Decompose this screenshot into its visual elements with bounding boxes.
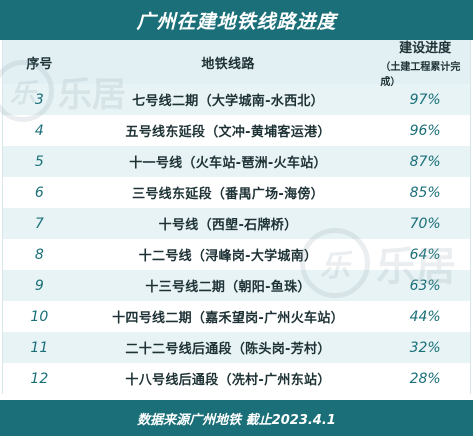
row-line: 十四号线二期（嘉禾望岗-广州火车站） xyxy=(112,311,344,326)
progress-table: 序号 地铁线路 建设进度 （土建工程累计完成） 3 七号线二期（大学城南-水西北… xyxy=(2,40,471,394)
row-line: 十二号线（浔峰岗-大学城南） xyxy=(138,249,318,264)
table-row: 3 七号线二期（大学城南-水西北） 97% xyxy=(3,84,470,115)
row-line: 十三号线二期（朝阳-鱼珠） xyxy=(145,280,311,295)
row-progress: 44% xyxy=(409,308,441,325)
row-progress: 28% xyxy=(409,370,441,387)
row-line: 十号线（西塱-石牌桥） xyxy=(158,218,298,233)
table-header: 序号 地铁线路 建设进度 （土建工程累计完成） xyxy=(3,40,470,88)
row-no: 11 xyxy=(30,339,49,356)
row-progress: 70% xyxy=(409,215,441,232)
row-no: 5 xyxy=(34,153,44,170)
header-progress: 建设进度 （土建工程累计完成） xyxy=(380,40,470,88)
row-no: 10 xyxy=(30,308,49,325)
page-title: 广州在建地铁线路进度 xyxy=(0,0,473,40)
table-row: 9 十三号线二期（朝阳-鱼珠） 63% xyxy=(3,270,470,301)
row-progress: 63% xyxy=(409,277,441,294)
header-progress-label: 建设进度 xyxy=(399,40,452,56)
table-row: 5 十一号线（火车站-琶洲-火车站） 87% xyxy=(3,146,470,177)
row-progress: 32% xyxy=(409,339,441,356)
row-no: 12 xyxy=(30,370,49,387)
header-no: 序号 xyxy=(26,56,53,72)
row-no: 7 xyxy=(34,215,44,232)
header-progress-note: （土建工程累计完成） xyxy=(380,61,461,88)
table-row: 7 十号线（西塱-石牌桥） 70% xyxy=(3,208,470,239)
row-line: 七号线二期（大学城南-水西北） xyxy=(132,94,324,109)
row-progress: 85% xyxy=(409,184,441,201)
row-no: 8 xyxy=(34,246,44,263)
row-progress: 96% xyxy=(409,122,441,139)
table-row: 12 十八号线后通段（冼村-广州东站） 28% xyxy=(3,363,470,394)
row-no: 6 xyxy=(34,184,44,201)
row-line: 五号线东延段（文冲-黄埔客运港） xyxy=(125,125,331,140)
table-row: 6 三号线东延段（番禺广场-海傍） 85% xyxy=(3,177,470,208)
table-row: 11 二十二号线后通段（陈头岗-芳村） 32% xyxy=(3,332,470,363)
row-no: 3 xyxy=(34,91,44,108)
row-no: 4 xyxy=(34,122,44,139)
row-line: 十一号线（火车站-琶洲-火车站） xyxy=(129,156,327,171)
row-progress: 64% xyxy=(409,246,441,263)
table-row: 8 十二号线（浔峰岗-大学城南） 64% xyxy=(3,239,470,270)
row-progress: 97% xyxy=(409,91,441,108)
row-no: 9 xyxy=(34,277,44,294)
table-row: 10 十四号线二期（嘉禾望岗-广州火车站） 44% xyxy=(3,301,470,332)
row-line: 二十二号线后通段（陈头岗-芳村） xyxy=(125,342,331,357)
data-source-footer: 数据来源广州地铁 截止2023.4.1 xyxy=(0,400,473,436)
row-progress: 87% xyxy=(409,153,441,170)
table-row: 4 五号线东延段（文冲-黄埔客运港） 96% xyxy=(3,115,470,146)
row-line: 三号线东延段（番禺广场-海傍） xyxy=(132,187,324,202)
header-line: 地铁线路 xyxy=(201,56,255,72)
row-line: 十八号线后通段（冼村-广州东站） xyxy=(125,373,331,388)
